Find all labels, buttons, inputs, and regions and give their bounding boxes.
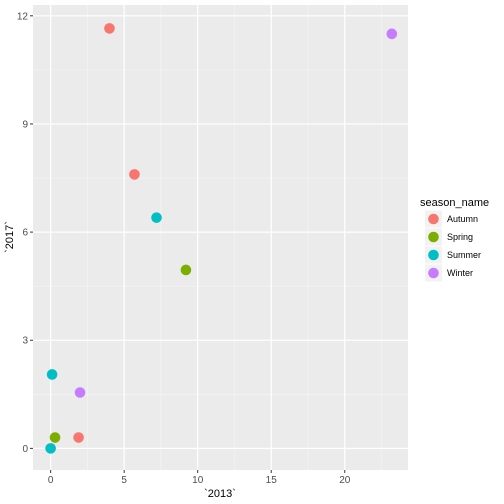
legend-label-spring: Spring xyxy=(447,232,473,242)
y-tick-label: 12 xyxy=(17,11,29,22)
y-axis: 0 3 6 9 12 xyxy=(17,11,33,455)
x-tick-label: 0 xyxy=(48,475,54,486)
legend-key-winter xyxy=(428,267,439,279)
legend-key-spring xyxy=(428,231,439,243)
y-tick-label: 3 xyxy=(22,336,28,347)
data-point-autumn xyxy=(129,169,140,180)
x-axis: 0 5 10 15 20 xyxy=(48,470,351,486)
major-gridlines xyxy=(33,5,408,470)
data-points xyxy=(45,23,398,454)
legend: season_name Autumn Spring Summer Winter xyxy=(420,197,489,282)
data-point-winter xyxy=(386,28,398,40)
y-axis-title: `2017` xyxy=(4,221,16,253)
data-point-summer xyxy=(45,443,56,454)
x-tick-label: 20 xyxy=(339,475,351,486)
legend-key-summer xyxy=(428,249,439,261)
data-point-autumn xyxy=(104,23,115,34)
x-axis-title: `2013` xyxy=(204,488,236,500)
legend-label-summer: Summer xyxy=(447,250,481,260)
y-tick-label: 9 xyxy=(22,119,28,130)
data-point-spring xyxy=(49,432,61,443)
plot-panel xyxy=(33,5,408,470)
legend-label-winter: Winter xyxy=(447,268,473,278)
data-point-spring xyxy=(180,264,192,276)
x-tick-label: 15 xyxy=(266,475,278,486)
x-tick-label: 5 xyxy=(121,475,127,486)
legend-key-autumn xyxy=(428,213,439,225)
legend-title: season_name xyxy=(420,197,489,209)
y-tick-label: 6 xyxy=(22,228,28,239)
data-point-summer xyxy=(46,369,58,380)
legend-label-autumn: Autumn xyxy=(447,214,478,224)
y-tick-label: 0 xyxy=(22,444,28,455)
data-point-summer xyxy=(151,212,162,223)
data-point-winter xyxy=(74,387,86,398)
minor-gridlines xyxy=(33,5,408,470)
x-tick-label: 10 xyxy=(192,475,204,486)
data-point-autumn xyxy=(73,432,84,443)
